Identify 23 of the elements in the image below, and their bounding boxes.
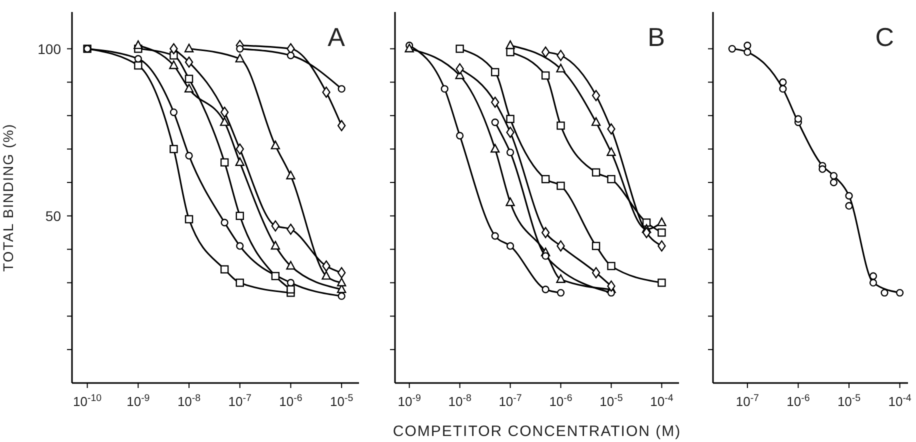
x-tick-label: 10$^{-4}$	[650, 392, 674, 409]
x-tick-label: 10$^{-8}$	[177, 392, 201, 409]
x-tick-label: 10$^{-6}$	[549, 392, 572, 409]
x-tick-label: 10$^{-6}$	[279, 392, 302, 409]
x-tick-label: 10$^{-7}$	[498, 392, 522, 409]
y-tick-label: 50	[45, 208, 62, 224]
x-tick-label: 10$^{-4}$	[888, 392, 912, 409]
x-tick-label: 10$^{-7}$	[228, 392, 252, 409]
x-tick-label: 10$^{-9}$	[398, 392, 421, 409]
x-axis-title: COMPETITOR CONCENTRATION (M)	[392, 423, 682, 440]
annotation: C	[875, 22, 894, 53]
x-tick-label: 10$^{-5}$	[600, 392, 624, 409]
x-tick-label: 10$^{-5}$	[837, 392, 862, 409]
y-tick-label: 100	[38, 40, 62, 57]
y-axis-title: TOTAL BINDING (%)	[0, 123, 16, 272]
x-tick-label: 10$^{-6}$	[786, 392, 810, 409]
annotation: A	[328, 22, 345, 53]
x-tick-label: 10$^{-9}$	[126, 392, 150, 409]
x-tick-label: 10$^{-10}$	[73, 392, 102, 409]
x-tick-label: 10$^{-7}$	[736, 392, 759, 409]
x-tick-label: 10$^{-5}$	[330, 392, 354, 409]
annotation: B	[648, 22, 665, 53]
x-tick-label: 10$^{-8}$	[448, 392, 472, 409]
